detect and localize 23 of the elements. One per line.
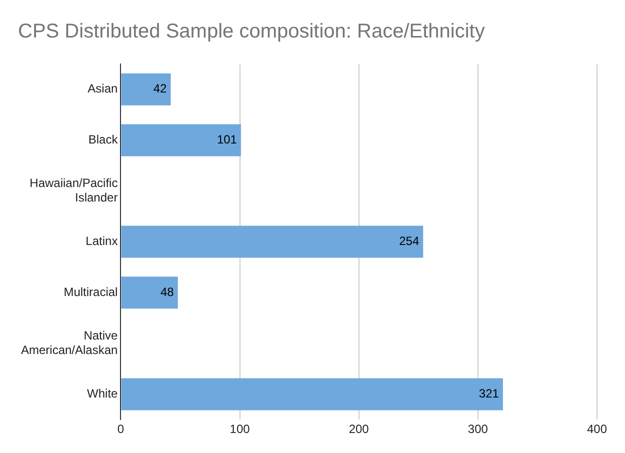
x-tick-label: 200 (348, 422, 370, 436)
y-tick-label: Hawaiian/Pacific Islander (30, 176, 118, 205)
x-tick-label: 400 (586, 422, 608, 436)
y-tick-label: Latinx (86, 234, 118, 248)
data-label: 321 (478, 386, 500, 401)
bar (121, 73, 171, 106)
data-label: 254 (399, 234, 420, 248)
x-tick-label: 300 (468, 422, 488, 436)
chart-title: CPS Distributed Sample composition: Race/Ethnicity (18, 20, 485, 43)
y-tick-label: Black (88, 132, 119, 147)
bar (121, 378, 503, 410)
bar (121, 276, 178, 309)
data-label: 48 (160, 284, 174, 299)
x-tick-label: 0 (117, 422, 124, 436)
bar (121, 124, 241, 156)
data-label: 101 (216, 132, 238, 147)
y-tick-label: Multiracial (64, 284, 118, 299)
bar (121, 226, 424, 258)
y-tick-label: Asian (88, 82, 118, 96)
x-tick-label: 100 (230, 422, 250, 436)
data-label: 42 (153, 82, 168, 96)
y-tick-label: White (87, 386, 118, 401)
y-tick-label: Native American/Alaskan (20, 328, 118, 357)
